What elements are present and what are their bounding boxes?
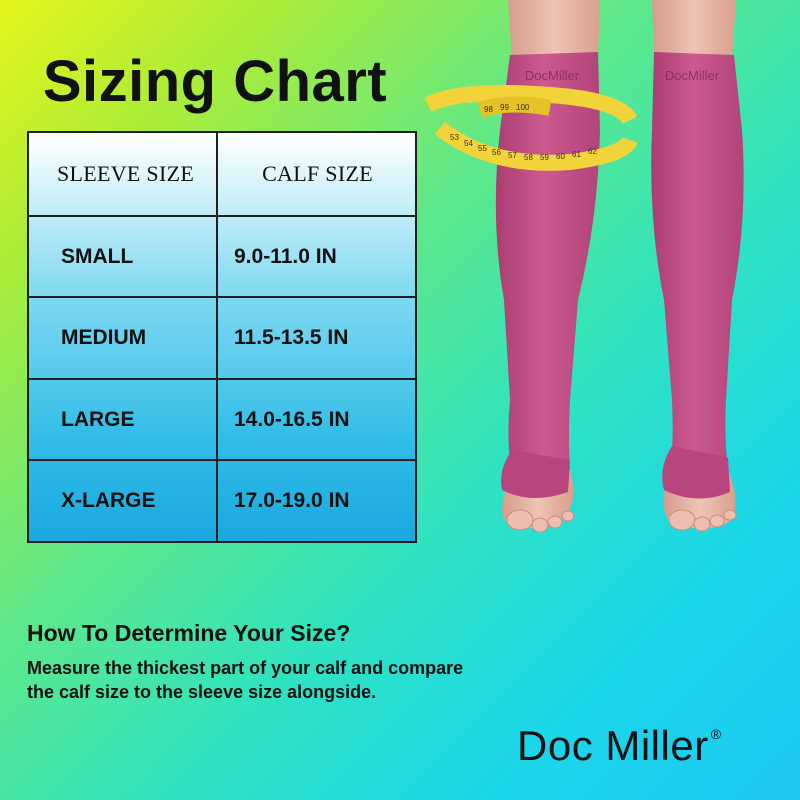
instructions-line: Measure the thickest part of your calf a…: [27, 658, 464, 678]
instructions-line: the calf size to the sleeve size alongsi…: [27, 682, 377, 702]
instructions-heading: How To Determine Your Size?: [27, 620, 351, 646]
left-sock: [495, 52, 600, 478]
measuring-tape: 53 54 55 56 57 58 59 60 61 62 98 99 100: [424, 85, 638, 171]
calf-range: 14.0-16.5 IN: [234, 407, 350, 431]
calf-range: 11.5-13.5 IN: [234, 326, 349, 349]
brand-name: Doc Miller: [517, 722, 709, 769]
header-calf-size: CALF SIZE: [262, 161, 373, 186]
toes: [506, 509, 737, 533]
legs-with-socks-illustration: DocMiller DocMiller 53 54 55 56 57 58 59…: [424, 0, 744, 533]
brand-logo: Doc Miller ®: [517, 722, 722, 770]
left-sock-foot: [501, 450, 570, 499]
size-label: MEDIUM: [61, 326, 147, 349]
svg-text:53 54 55: 53 54 55 56 57 58 59 60 61 62 98 99 100: [450, 103, 599, 162]
right-sock-foot: [662, 446, 730, 499]
table-divider: [29, 459, 415, 461]
table-divider: [29, 215, 415, 217]
table-divider: [29, 296, 415, 298]
sock-brand-text: DocMiller: [525, 68, 580, 83]
sock-brand-text: DocMiller: [665, 68, 720, 83]
size-label: LARGE: [61, 407, 135, 431]
registered-mark: ®: [710, 726, 722, 742]
right-sock: [651, 52, 744, 474]
calf-range: 9.0-11.0 IN: [234, 244, 337, 268]
sizing-table: SLEEVE SIZE CALF SIZE SMALL 9.0-11.0 IN …: [27, 131, 417, 543]
calf-range: 17.0-19.0 IN: [234, 489, 350, 512]
right-knee: [652, 0, 736, 58]
size-label: SMALL: [61, 244, 134, 268]
instructions-text: Measure the thickest part of your calf a…: [27, 656, 587, 704]
page-title: Sizing Chart: [42, 49, 388, 114]
left-knee: [508, 0, 600, 58]
header-sleeve-size: SLEEVE SIZE: [56, 161, 195, 186]
size-label: X-LARGE: [61, 489, 156, 512]
table-divider-vertical: [216, 133, 218, 541]
table-divider: [29, 378, 415, 380]
